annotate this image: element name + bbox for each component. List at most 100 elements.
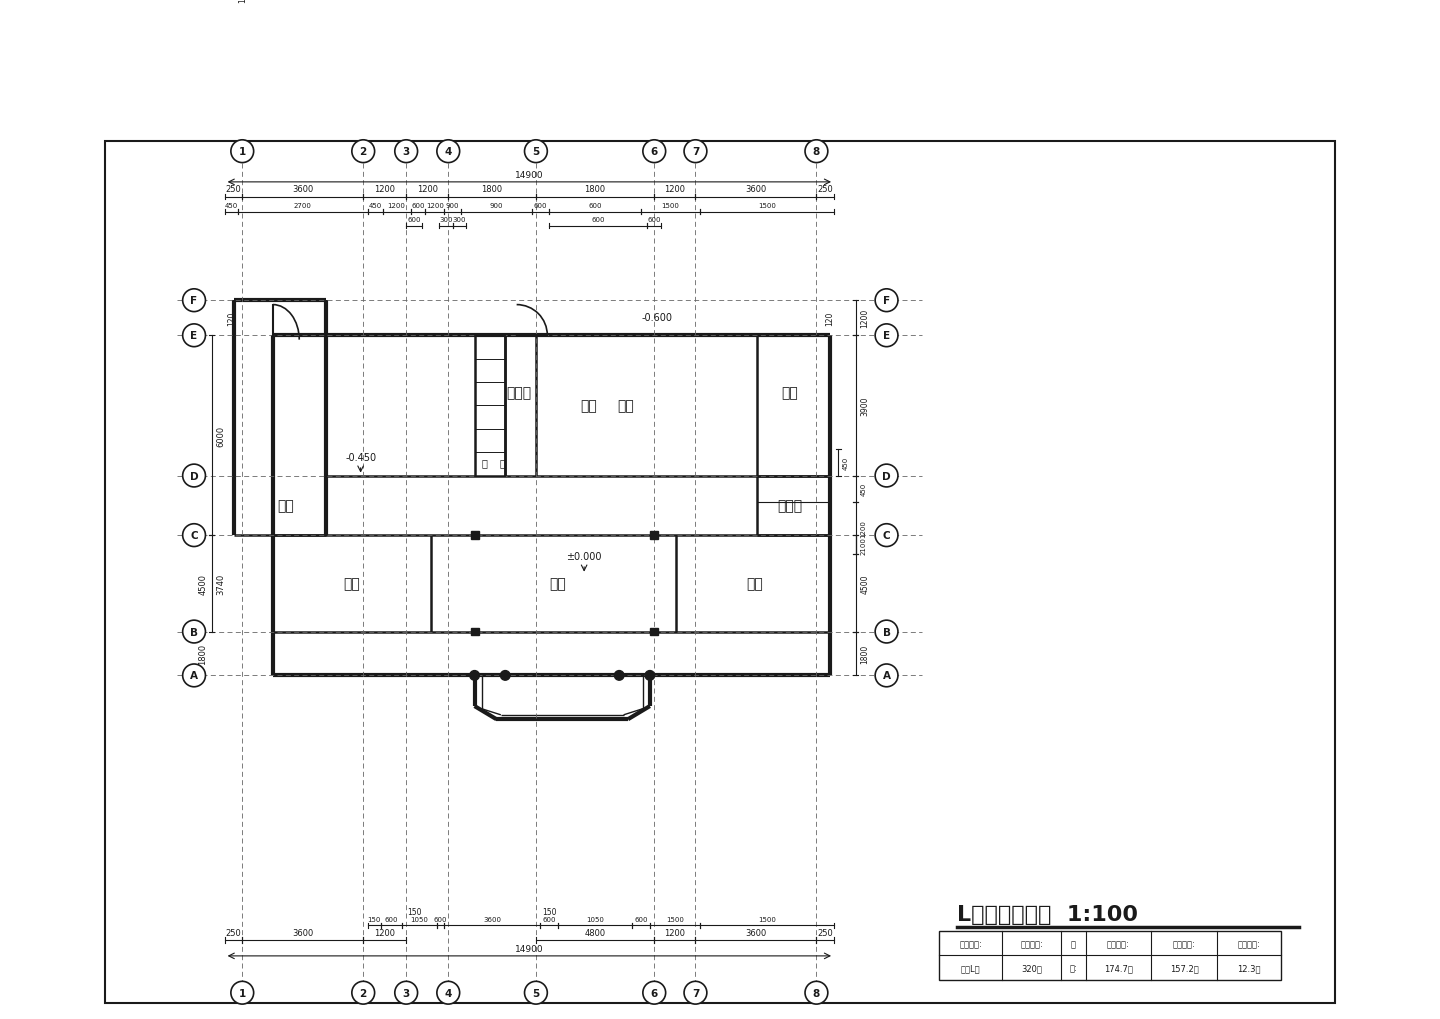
Text: 300: 300	[452, 217, 467, 223]
Text: 1: 1	[239, 147, 246, 157]
Text: 5: 5	[533, 987, 540, 998]
Text: 1: 1	[239, 987, 246, 998]
Text: 600: 600	[592, 217, 605, 223]
Text: 7: 7	[691, 987, 700, 998]
Text: 250: 250	[226, 185, 242, 194]
Bar	[939, 931, 1282, 979]
Circle shape	[501, 671, 510, 681]
Text: -0.600: -0.600	[641, 313, 672, 323]
Circle shape	[645, 671, 655, 681]
Text: 3900: 3900	[860, 396, 870, 416]
Circle shape	[642, 981, 665, 1004]
Bar	[471, 628, 478, 636]
Circle shape	[183, 289, 206, 312]
Bar	[471, 532, 478, 539]
Text: 600: 600	[648, 217, 661, 223]
Text: A: A	[190, 671, 199, 681]
Circle shape	[876, 524, 899, 547]
Circle shape	[351, 141, 374, 163]
Text: 车库: 车库	[278, 499, 294, 513]
Text: D: D	[190, 471, 199, 481]
Text: 900: 900	[446, 203, 459, 209]
Text: E: E	[883, 331, 890, 341]
Circle shape	[230, 141, 253, 163]
Circle shape	[183, 664, 206, 687]
Text: 2700: 2700	[294, 203, 311, 209]
Circle shape	[876, 664, 899, 687]
Text: 中:: 中:	[1070, 963, 1077, 972]
Text: D: D	[883, 471, 891, 481]
Text: 1800: 1800	[860, 644, 870, 663]
Text: 1800: 1800	[585, 185, 606, 194]
Text: -0.450: -0.450	[346, 452, 376, 463]
Text: 450: 450	[225, 203, 238, 209]
Text: 3600: 3600	[292, 185, 314, 194]
Text: C: C	[190, 531, 197, 541]
Text: B: B	[883, 627, 890, 637]
Text: 600: 600	[534, 203, 547, 209]
Text: 450: 450	[860, 483, 867, 496]
Circle shape	[805, 981, 828, 1004]
Text: 600: 600	[635, 916, 648, 922]
Text: 3600: 3600	[292, 927, 314, 936]
Text: 4800: 4800	[585, 927, 606, 936]
Text: 1200: 1200	[387, 203, 406, 209]
Text: 下: 下	[481, 458, 488, 468]
Text: F: F	[190, 296, 197, 306]
Text: 250: 250	[818, 185, 834, 194]
Text: 卫生间: 卫生间	[778, 499, 802, 513]
Text: 1500: 1500	[661, 203, 680, 209]
Text: 1200: 1200	[374, 927, 395, 936]
Text: 别墅L型: 别墅L型	[960, 963, 981, 972]
Circle shape	[436, 141, 459, 163]
Circle shape	[395, 981, 418, 1004]
Bar	[651, 532, 658, 539]
Circle shape	[876, 289, 899, 312]
Text: 157.2㎡: 157.2㎡	[1169, 963, 1198, 972]
Text: 二层面积:: 二层面积:	[1172, 938, 1195, 948]
Text: 上: 上	[500, 458, 505, 468]
Text: 14900: 14900	[516, 171, 544, 180]
Text: 3600: 3600	[482, 916, 501, 922]
Text: L型一层平面图  1:100: L型一层平面图 1:100	[956, 904, 1138, 924]
Circle shape	[615, 671, 624, 681]
Text: 一层面积:: 一层面积:	[1107, 938, 1130, 948]
Circle shape	[395, 141, 418, 163]
Circle shape	[684, 141, 707, 163]
Text: 120: 120	[825, 311, 834, 326]
Text: 900: 900	[490, 203, 503, 209]
Text: 3740: 3740	[216, 573, 225, 594]
Circle shape	[351, 981, 374, 1004]
Text: 7: 7	[691, 147, 700, 157]
Text: 2: 2	[360, 987, 367, 998]
Text: 1200: 1200	[426, 203, 444, 209]
Text: 阳台面积:: 阳台面积:	[1237, 938, 1260, 948]
Circle shape	[684, 981, 707, 1004]
Text: 1800: 1800	[199, 643, 207, 664]
Text: 12.3㎡: 12.3㎡	[1237, 963, 1261, 972]
Circle shape	[230, 981, 253, 1004]
Text: C: C	[883, 531, 890, 541]
Text: 6: 6	[651, 147, 658, 157]
Text: 3: 3	[403, 147, 410, 157]
Text: 250: 250	[818, 927, 834, 936]
Text: 120: 120	[228, 311, 236, 326]
Text: 250: 250	[226, 927, 242, 936]
Circle shape	[524, 981, 547, 1004]
Text: 300: 300	[439, 217, 452, 223]
Bar	[651, 628, 658, 636]
Text: 4500: 4500	[860, 574, 870, 593]
Text: 450: 450	[842, 457, 848, 470]
Circle shape	[183, 524, 206, 547]
Text: 卧室: 卧室	[747, 577, 763, 591]
Text: 600: 600	[412, 203, 425, 209]
Circle shape	[876, 325, 899, 347]
Text: 户型编号:: 户型编号:	[959, 938, 982, 948]
Circle shape	[805, 141, 828, 163]
Text: E: E	[190, 331, 197, 341]
Text: 600: 600	[408, 217, 420, 223]
Circle shape	[469, 671, 480, 681]
Text: 4: 4	[445, 147, 452, 157]
Text: 174.7㎡: 174.7㎡	[1104, 963, 1133, 972]
Text: 14900: 14900	[516, 945, 544, 954]
